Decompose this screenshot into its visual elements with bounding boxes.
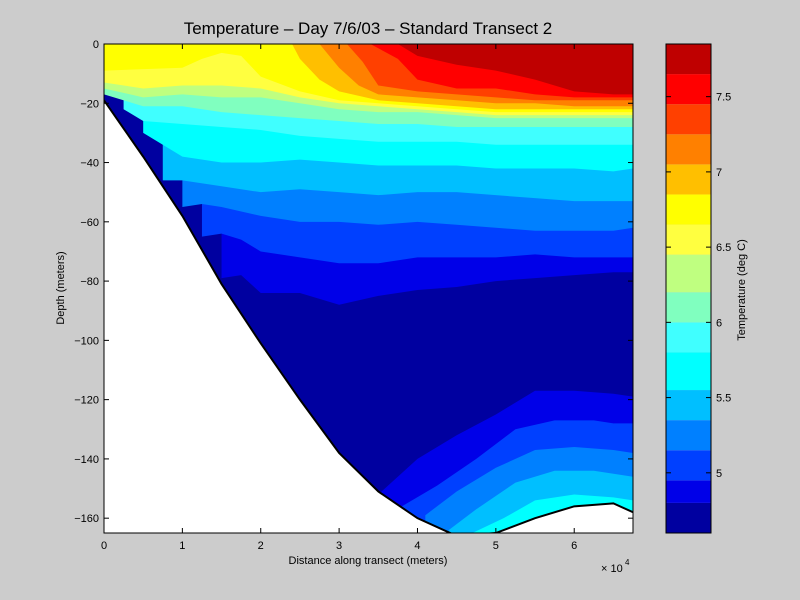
y-tick-label: −60 xyxy=(80,217,99,229)
colorbar-level-9 xyxy=(666,224,711,255)
colorbar-level-15 xyxy=(666,44,711,75)
colorbar-level-5 xyxy=(666,352,711,391)
colorbar-level-8 xyxy=(666,254,711,293)
x-tick-label: 0 xyxy=(101,540,107,552)
colorbar-levels xyxy=(666,44,711,533)
chart-title: Temperature – Day 7/6/03 – Standard Tran… xyxy=(184,19,553,38)
y-tick-label: −140 xyxy=(74,454,99,466)
colorbar-level-10 xyxy=(666,194,711,225)
colorbar-label: Temperature (deg C) xyxy=(736,239,748,341)
x-tick-label: 3 xyxy=(336,540,342,552)
colorbar-ticks: 5 5.5 6 6.5 7 7.5 xyxy=(666,92,731,480)
y-tick-label: −20 xyxy=(80,98,99,110)
colorbar-level-3 xyxy=(666,420,711,451)
y-tick-label: −80 xyxy=(80,276,99,288)
x-tick-label: 6 xyxy=(571,540,577,552)
contour-fill-group xyxy=(104,44,633,533)
y-tick-label: −120 xyxy=(74,395,99,407)
y-tick-label: −160 xyxy=(74,513,99,525)
colorbar-level-2 xyxy=(666,450,711,481)
contour-band-top-14 xyxy=(397,44,633,95)
colorbar-tick-label: 6.5 xyxy=(716,242,731,254)
colorbar-level-1 xyxy=(666,480,711,503)
colorbar-level-13 xyxy=(666,104,711,135)
colorbar-level-6 xyxy=(666,322,711,353)
colorbar-level-11 xyxy=(666,164,711,195)
x-tick-label: 4 xyxy=(414,540,420,552)
y-axis-label: Depth (meters) xyxy=(55,251,67,324)
y-tick-label: −100 xyxy=(74,335,99,347)
x-tick-label: 2 xyxy=(258,540,264,552)
colorbar-level-12 xyxy=(666,134,711,165)
x-ticks: 0 1 2 3 4 5 6 xyxy=(101,44,577,552)
seafloor-line xyxy=(104,99,633,533)
x-axis-label: Distance along transect (meters) xyxy=(289,555,448,567)
colorbar-level-4 xyxy=(666,390,711,421)
colorbar-frame xyxy=(665,43,712,534)
colorbar-tick-label: 7 xyxy=(716,167,722,179)
colorbar-level-7 xyxy=(666,292,711,323)
colorbar-level-0 xyxy=(666,502,711,533)
colorbar-tick-label: 5.5 xyxy=(716,393,731,405)
seafloor-mask xyxy=(104,100,633,533)
x-tick-label: 5 xyxy=(493,540,499,552)
colorbar-tick-label: 6 xyxy=(716,317,722,329)
colorbar-tick-label: 7.5 xyxy=(716,92,731,104)
x-exponent-base: × 10 xyxy=(601,563,623,575)
plot-area: 0 1 2 3 4 5 6 0 −20 −40 −60 −80 −100 −120 −140 −160 xyxy=(74,39,634,552)
x-tick-label: 1 xyxy=(179,540,185,552)
colorbar-tick-label: 5 xyxy=(716,468,722,480)
seafloor-group xyxy=(104,99,633,533)
y-tick-label: 0 xyxy=(93,39,99,51)
y-tick-label: −40 xyxy=(80,158,99,170)
y-ticks: 0 −20 −40 −60 −80 −100 −120 −140 −160 xyxy=(74,39,633,525)
axes-frame xyxy=(103,43,634,534)
x-exponent: × 10 4 xyxy=(601,558,630,575)
colorbar: 5 5.5 6 6.5 7 7.5 Temperature (deg C) xyxy=(665,43,748,534)
colorbar-level-14 xyxy=(666,74,711,105)
x-exponent-power: 4 xyxy=(625,558,630,567)
